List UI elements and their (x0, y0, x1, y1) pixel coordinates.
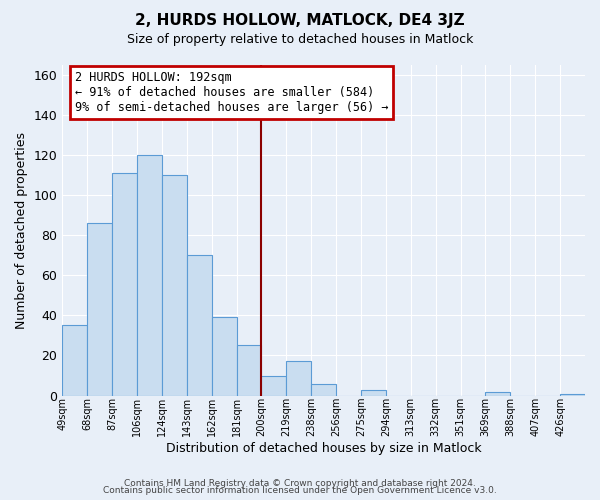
Bar (286, 362, 311, 396)
Text: 2 HURDS HOLLOW: 192sqm
← 91% of detached houses are smaller (584)
9% of semi-det: 2 HURDS HOLLOW: 192sqm ← 91% of detached… (75, 71, 388, 114)
Bar (62, 326, 87, 396)
Bar (262, 376, 286, 396)
Bar (236, 346, 262, 396)
Bar (485, 392, 511, 396)
Bar (311, 384, 336, 396)
Bar (87, 224, 112, 396)
Text: 2, HURDS HOLLOW, MATLOCK, DE4 3JZ: 2, HURDS HOLLOW, MATLOCK, DE4 3JZ (135, 12, 465, 28)
Text: Size of property relative to detached houses in Matlock: Size of property relative to detached ho… (127, 32, 473, 46)
Bar (162, 175, 187, 396)
Bar (187, 256, 212, 396)
Bar (560, 394, 585, 396)
Bar (112, 173, 137, 396)
Y-axis label: Number of detached properties: Number of detached properties (15, 132, 28, 329)
Bar (361, 390, 386, 396)
Text: Contains HM Land Registry data © Crown copyright and database right 2024.: Contains HM Land Registry data © Crown c… (124, 478, 476, 488)
Bar (137, 155, 162, 396)
Bar (212, 318, 236, 396)
Text: Contains public sector information licensed under the Open Government Licence v3: Contains public sector information licen… (103, 486, 497, 495)
X-axis label: Distribution of detached houses by size in Matlock: Distribution of detached houses by size … (166, 442, 481, 455)
